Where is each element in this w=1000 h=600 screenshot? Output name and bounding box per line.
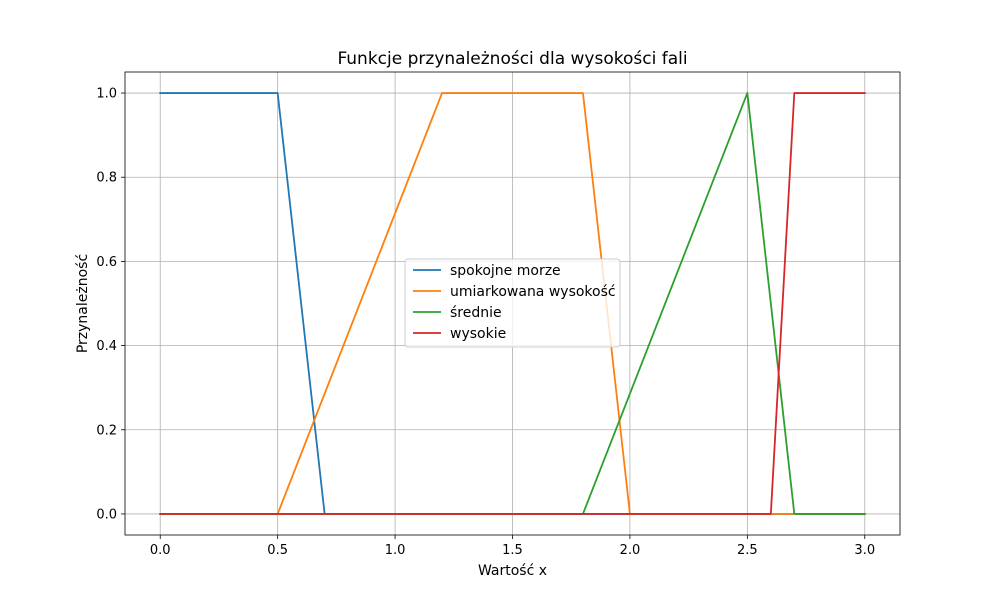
x-axis-title: Wartość x (478, 563, 547, 579)
x-tick-label: 0.5 (267, 543, 288, 558)
x-tick-label: 2.5 (737, 543, 758, 558)
x-tick-label: 1.5 (502, 543, 523, 558)
legend-label: średnie (450, 305, 502, 321)
y-axis-title: Przynależność (75, 254, 91, 353)
legend-box (404, 258, 621, 348)
legend: spokojne morze umiarkowana wysokość średni… (404, 258, 621, 348)
legend-label: umiarkowana wysokość (450, 284, 616, 300)
x-tick-label: 0.0 (150, 543, 171, 558)
y-tick-label: 0.2 (96, 423, 117, 438)
ticks: 0.0 0.5 1.0 1.5 2.0 2.5 3.0 0.0 0.2 0.4 0.6 0.8 1.0 (96, 87, 875, 558)
y-tick-label: 1.0 (96, 87, 117, 102)
y-tick-label: 0.6 (96, 255, 117, 270)
chart-title: Funkcje przynależności dla wysokości fal… (337, 49, 687, 69)
y-tick-label: 0.8 (96, 171, 117, 186)
x-tick-label: 1.0 (385, 543, 406, 558)
x-tick-label: 2.0 (620, 543, 641, 558)
x-tick-label: 3.0 (854, 543, 875, 558)
series-line (159, 92, 866, 515)
y-tick-label: 0.0 (96, 507, 117, 522)
legend-label: spokojne morze (450, 263, 561, 279)
series-lines (159, 92, 866, 515)
y-tick-label: 0.4 (96, 339, 117, 354)
legend-label: wysokie (450, 326, 506, 342)
